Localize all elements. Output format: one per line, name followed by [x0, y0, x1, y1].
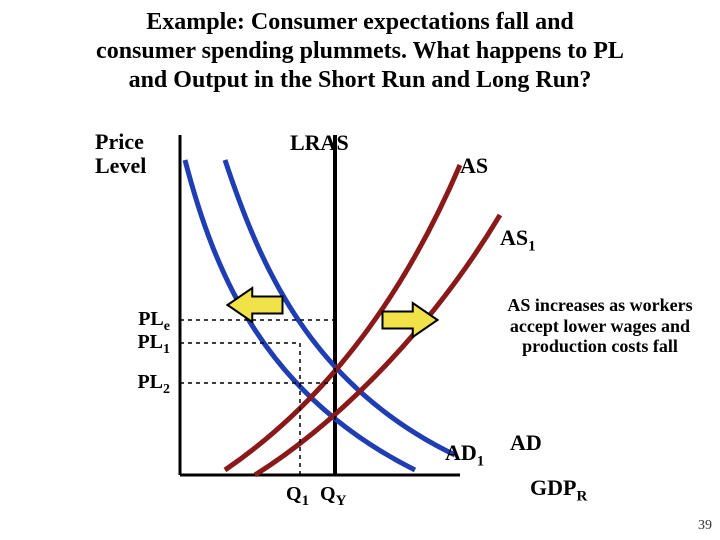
- as1-label: AS1: [500, 225, 536, 255]
- y-axis-label: Price Level: [95, 130, 146, 178]
- qy-label: QY: [320, 483, 346, 510]
- slide-title: Example: Consumer expectations fall and …: [0, 0, 720, 94]
- x-axis-label: GDPR: [530, 475, 587, 505]
- pl2-label: PL2: [120, 371, 170, 398]
- lras-label: LRAS: [290, 130, 349, 156]
- title-line-2: consumer spending plummets. What happens…: [96, 38, 624, 64]
- title-line-1: Example: Consumer expectations fall and: [146, 9, 574, 35]
- slide-number: 39: [698, 518, 712, 534]
- title-line-3: and Output in the Short Run and Long Run…: [129, 67, 592, 93]
- ad1-label: AD1: [445, 440, 484, 470]
- ad-label: AD: [510, 430, 542, 456]
- as-label: AS: [460, 153, 488, 179]
- y-axis-label-text: Price Level: [95, 129, 146, 178]
- chart-area: Price Level LRAS AS AS1 AD AD1 PLe PL1 P…: [0, 105, 720, 525]
- pl1-label: PL1: [120, 331, 170, 358]
- q1-label: Q1: [286, 483, 309, 510]
- note-text: AS increases as workers accept lower wag…: [500, 295, 700, 357]
